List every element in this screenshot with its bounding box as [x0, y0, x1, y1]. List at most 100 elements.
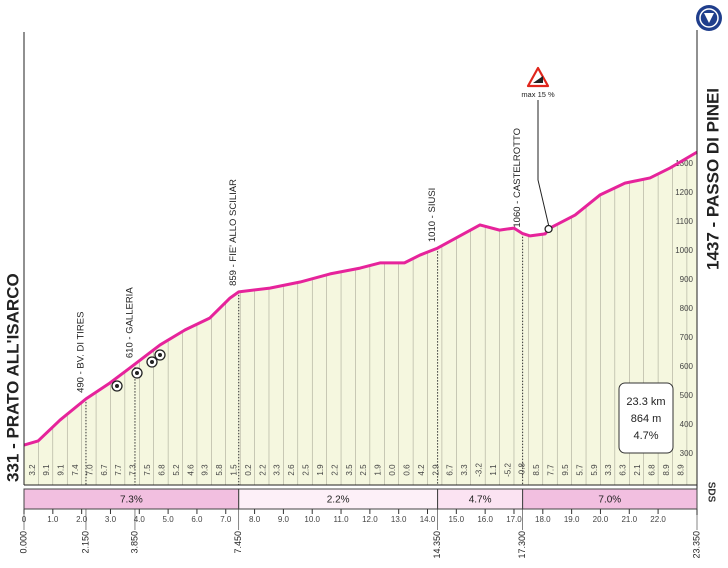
feed-icon-dot [158, 353, 162, 357]
gradient-label: 2.1 [633, 464, 642, 476]
waypoint-label: 859 - FIE' ALLO SCILIAR [228, 179, 239, 286]
y-tick-label: 600 [680, 362, 694, 371]
segment-label: 4.7% [469, 495, 492, 506]
gradient-label: -3.2 [475, 463, 484, 477]
gradient-label: 9.1 [57, 464, 66, 476]
segment-label: 7.0% [598, 495, 621, 506]
max-gradient-label: max 15 % [521, 90, 555, 99]
x-tick-label: 4.0 [134, 515, 146, 524]
waypoint-label: 610 - GALLERIA [124, 287, 135, 358]
gradient-label: 4.2 [417, 464, 426, 476]
gradient-label: 3.3 [273, 464, 282, 476]
segment-label: 2.2% [327, 495, 350, 506]
x-tick-label: 8.0 [249, 515, 261, 524]
gradient-label: 0.0 [388, 464, 397, 476]
x-tick-label: 17.0 [506, 515, 522, 524]
gradient-label: 5.2 [172, 464, 181, 476]
gradient-label: 7.0 [85, 464, 94, 476]
x-tick-label: 14.0 [420, 515, 436, 524]
y-tick-label: 700 [680, 333, 694, 342]
x-tick-label: 20.0 [593, 515, 609, 524]
gradient-label: 3.5 [345, 464, 354, 476]
distance-label: 2.150 [80, 531, 90, 554]
gradient-label: 6.3 [619, 464, 628, 476]
gradient-label: 4.6 [186, 464, 195, 476]
x-tick-label: 16.0 [477, 515, 493, 524]
gradient-label: 7.7 [114, 464, 123, 476]
x-tick-label: 2.0 [76, 515, 88, 524]
waypoint-label: 1060 - CASTELROTTO [512, 128, 523, 228]
x-tick-label: 18.0 [535, 515, 551, 524]
x-tick-label: 21.0 [621, 515, 637, 524]
gradient-label: 5.8 [215, 464, 224, 476]
gradient-label: 7.4 [71, 464, 80, 476]
y-tick-label: 400 [680, 420, 694, 429]
gradient-label: 3.3 [460, 464, 469, 476]
x-tick-label: 15.0 [449, 515, 465, 524]
distance-label: 14.350 [432, 531, 442, 559]
gradient-label: 0.6 [402, 464, 411, 476]
gradient-label: 3.3 [604, 464, 613, 476]
gradient-label: 7.5 [143, 464, 152, 476]
waypoint-label: 490 - BV. DI TIRES [75, 312, 86, 393]
gradient-label: 8.5 [532, 464, 541, 476]
x-tick-label: 6.0 [191, 515, 203, 524]
warning-icon [526, 66, 550, 88]
x-tick-label: 19.0 [564, 515, 580, 524]
warning-slope [533, 76, 543, 83]
gradient-label: 1.5 [230, 464, 239, 476]
x-tick-label: 1.0 [47, 515, 59, 524]
gradient-label: 2.5 [302, 464, 311, 476]
gradient-label: 7.7 [547, 464, 556, 476]
x-tick-label: 11.0 [334, 515, 350, 524]
x-tick-label: 10.0 [304, 515, 320, 524]
gradient-label: 9.1 [42, 464, 51, 476]
gradient-label: 2.6 [287, 464, 296, 476]
distance-label: 0.000 [18, 531, 28, 554]
gradient-label: 2.2 [258, 464, 267, 476]
gradient-label: 7.3 [129, 464, 138, 476]
x-tick-label: 12.0 [362, 515, 378, 524]
y-tick-label: 900 [680, 275, 694, 284]
y-tick-label: 300 [680, 449, 694, 458]
gradient-label: 1.1 [489, 464, 498, 476]
feed-icon-dot [135, 371, 139, 375]
x-tick-label: 13.0 [391, 515, 407, 524]
max-gradient-point [544, 224, 553, 234]
y-tick-label: 500 [680, 391, 694, 400]
logo [696, 5, 722, 31]
gradient-label: 6.7 [100, 464, 109, 476]
gradient-label: 8.9 [662, 464, 671, 476]
segment-bar [522, 488, 698, 510]
summary-line: 4.7% [633, 430, 658, 442]
area-fill [24, 152, 697, 486]
segment-label: 7.3% [120, 495, 143, 506]
x-tick-label: 9.0 [278, 515, 290, 524]
start-label: 331 - PRATO ALL'ISARCO [3, 273, 22, 482]
distance-label: 23.350 [691, 531, 701, 559]
feed-icon-dot [150, 360, 154, 364]
gradient-label: 6.8 [157, 464, 166, 476]
waypoint-label: 1010 - SIUSI [427, 188, 438, 242]
x-tick-label: 22.0 [650, 515, 666, 524]
gradient-label: 6.8 [647, 464, 656, 476]
gradient-label: -0.8 [518, 463, 527, 477]
summary-line: 864 m [631, 413, 662, 425]
feed-icon-dot [115, 384, 119, 388]
profile-line [23, 150, 698, 447]
y-tick-label: 1300 [675, 159, 693, 168]
y-tick-label: 800 [680, 304, 694, 313]
gradient-label: 9.3 [201, 464, 210, 476]
gradient-label: 3.2 [28, 464, 37, 476]
x-tick-label: 7.0 [220, 515, 232, 524]
gradient-label: 6.7 [446, 464, 455, 476]
y-tick-label: 1000 [675, 246, 693, 255]
max-gradient-pointer [537, 100, 550, 226]
gradient-label: 5.9 [590, 464, 599, 476]
distance-label: 17.300 [517, 531, 527, 559]
gradient-label: 0.2 [244, 464, 253, 476]
x-tick-label: 5.0 [163, 515, 175, 524]
y-tick-label: 1100 [676, 217, 694, 226]
gradient-label: 8.9 [676, 464, 685, 476]
